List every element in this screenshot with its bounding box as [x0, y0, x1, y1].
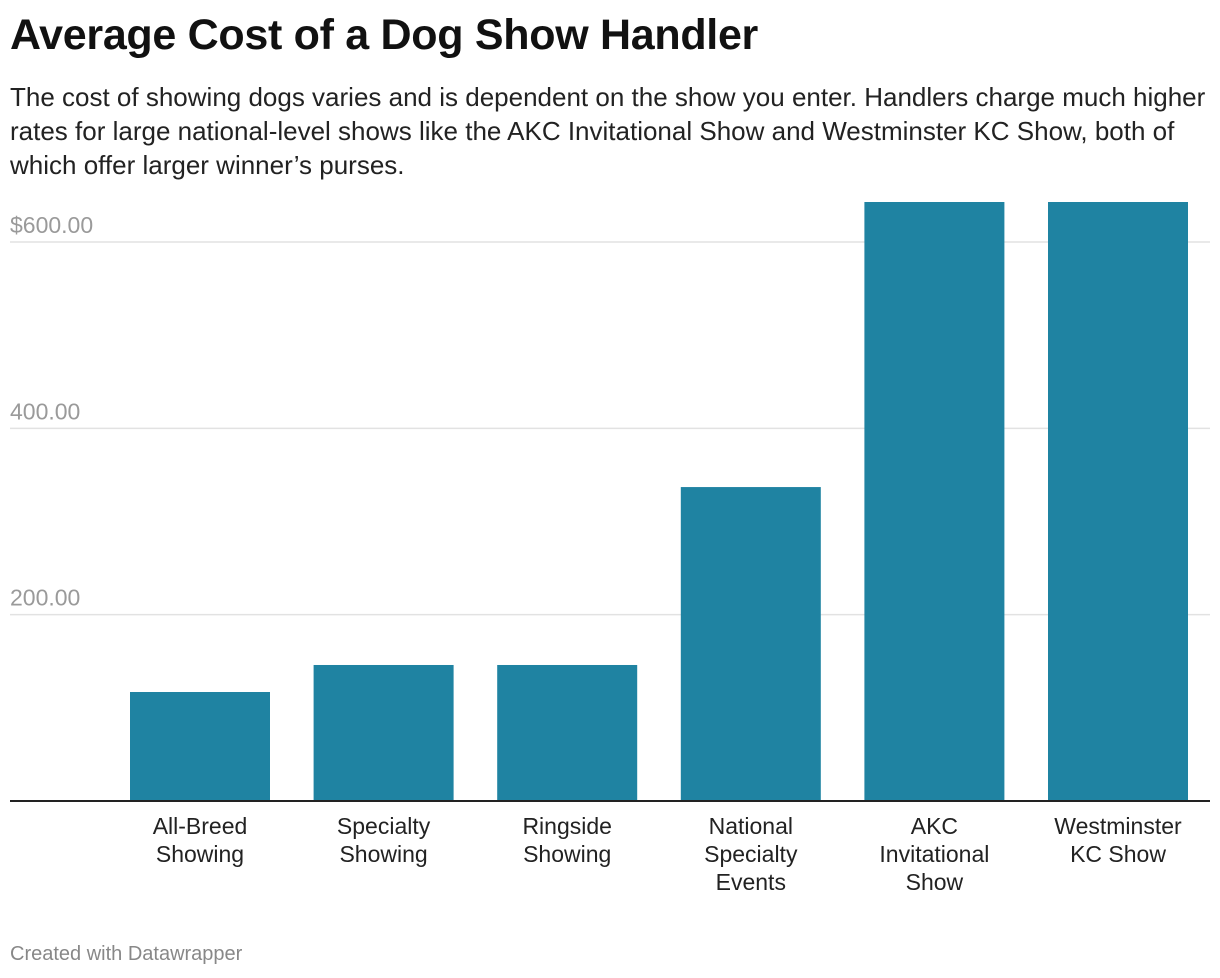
x-tick-label-line: Specialty	[704, 841, 798, 867]
credit-footer: Created with Datawrapper	[10, 943, 243, 965]
bar	[864, 202, 1005, 801]
bar	[680, 487, 821, 801]
y-tick-label: 200.00	[10, 585, 80, 611]
x-tick-label: All-Breed Showing	[153, 813, 248, 867]
x-tick-label-line: Specialty	[337, 813, 431, 839]
y-axis-ticks: 200.00 400.00 $600.00	[10, 212, 93, 611]
bars	[130, 202, 1188, 801]
x-tick-label-line: KC Show	[1070, 841, 1166, 867]
x-tick-label-line: All-Breed	[153, 813, 248, 839]
x-tick-label-line: Show	[906, 869, 964, 895]
x-tick-label-line: Ringside	[522, 813, 612, 839]
x-tick-label: National Specialty Events	[704, 813, 798, 895]
x-tick-label-line: Showing	[339, 841, 427, 867]
chart-subtitle: The cost of showing dogs varies and is d…	[10, 82, 1206, 180]
x-tick-label-line: Showing	[156, 841, 244, 867]
y-tick-label: 400.00	[10, 398, 80, 424]
x-tick-label-line: Showing	[523, 841, 611, 867]
x-tick-label-line: Events	[716, 869, 786, 895]
x-tick-label: Ringside Showing	[522, 813, 612, 867]
x-tick-label-line: Invitational	[879, 841, 989, 867]
chart-title: Average Cost of a Dog Show Handler	[10, 11, 758, 59]
x-tick-label: Specialty Showing	[337, 813, 431, 867]
bar	[130, 692, 270, 801]
x-tick-label-line: National	[709, 813, 793, 839]
bar	[313, 664, 454, 801]
x-tick-label: Westminster KC Show	[1054, 813, 1182, 867]
x-tick-label-line: AKC	[911, 813, 958, 839]
x-tick-label: AKC Invitational Show	[879, 813, 989, 895]
bar	[1048, 202, 1188, 801]
bar	[497, 664, 638, 801]
x-tick-label-line: Westminster	[1054, 813, 1182, 839]
gridlines	[10, 241, 1210, 616]
y-tick-label: $600.00	[10, 212, 93, 238]
